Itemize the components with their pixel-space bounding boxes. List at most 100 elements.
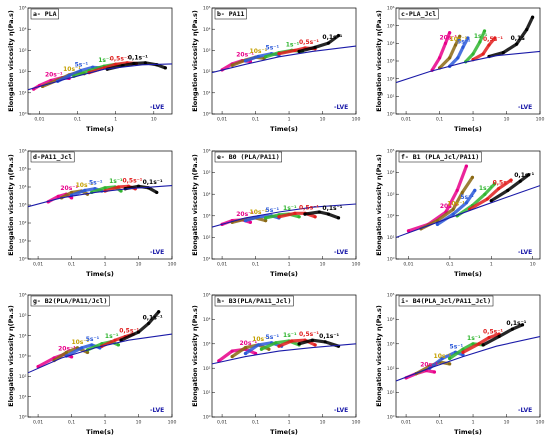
chart-panel-4: 0,01 0,1 1 10 100 10¹ 10² 10³ 10⁴ 10⁵ 10⁶ Elongatio… — [186, 145, 362, 279]
y-tick-label: 10² — [203, 366, 211, 372]
panel-title: f- B1 (PLA_Jcl/PA11) — [401, 153, 479, 161]
y-tick-label: 10⁶ — [19, 149, 27, 155]
y-tick-label: 10⁴ — [19, 27, 27, 33]
lve-line — [28, 63, 172, 91]
x-tick-label: 1 — [472, 420, 475, 426]
panel-title-box — [214, 151, 282, 163]
y-tick-label: 10¹ — [203, 90, 211, 96]
x-tick-label: 100 — [352, 420, 361, 426]
data-point — [69, 355, 74, 359]
x-axis-label: Time(s) — [270, 125, 298, 133]
chart-panel-8: 0,01 0,1 1 10 100 10⁰ 10¹ 10² 10³ 10⁴ 10⁵ Elongatio… — [370, 289, 546, 437]
x-axis-label: Time(s) — [454, 428, 482, 436]
data-point — [443, 41, 448, 45]
rate-label: 0,5s⁻¹ — [122, 177, 142, 184]
chart-panel-5: 0,01 0,1 1 10 10⁰ 10¹ 10² 10³ 10⁴ 10⁵ Elongation v… — [370, 145, 546, 279]
x-tick-label: 100 — [168, 262, 177, 268]
data-point — [323, 340, 327, 344]
data-point — [482, 29, 487, 33]
panel-title: b- PA11 — [217, 10, 244, 18]
rate-label: 20s⁻¹ — [440, 203, 458, 210]
y-axis-label: Elongation viscosity η(Pa.s) — [7, 154, 15, 256]
y-tick-label: 10² — [387, 76, 395, 82]
lve-line — [212, 203, 356, 228]
rate-label: 1s⁻¹ — [105, 333, 119, 340]
data-point — [461, 45, 465, 49]
y-axis-label: Elongation viscosity η(Pa.s) — [7, 305, 15, 407]
panel-title-box — [398, 295, 494, 307]
chart-svg: 0,01 0,1 1 10 100 10⁰ 10¹ 10² 10³ 10⁴ 10⁵ Elongatio… — [191, 6, 360, 133]
y-axis-label: Elongation viscosity η(Pa.s) — [7, 10, 15, 112]
rate-label: 5s⁻¹ — [457, 38, 471, 45]
rate-label: 5s⁻¹ — [89, 180, 103, 187]
data-point — [440, 356, 444, 361]
y-tick-label: 10² — [19, 374, 27, 380]
data-point — [217, 359, 221, 363]
chart-panel-7: 0,01 0,1 1 10 100 10⁰ 10¹ 10² 10³ 10⁴ 10⁵ Elongatio… — [186, 289, 362, 437]
data-point — [448, 56, 452, 60]
x-axis-label: Time(s) — [86, 270, 114, 278]
panel-title: c-PLA_Jcl — [401, 10, 436, 18]
rate-label: 10s⁻¹ — [434, 353, 452, 360]
data-point — [256, 54, 260, 59]
y-tick-label: 10⁵ — [203, 293, 211, 299]
y-tick-label: 10¹ — [19, 394, 27, 400]
y-tick-label: 10² — [387, 213, 395, 219]
series-group — [28, 310, 172, 374]
x-tick-label: 10 — [504, 420, 510, 426]
lve-line — [396, 50, 540, 84]
x-tick-label: 0,01 — [33, 420, 43, 426]
panel-title-box — [30, 151, 75, 163]
y-tick-label: 10⁵ — [387, 293, 395, 299]
data-point — [297, 49, 301, 53]
data-point — [448, 362, 452, 366]
data-point — [336, 33, 341, 38]
x-tick-label: 10 — [530, 262, 536, 268]
x-tick-label: 0,1 — [436, 420, 443, 426]
x-axis-label: Time(s) — [86, 428, 114, 436]
series-line-4 — [471, 36, 497, 62]
rate-label: 5s⁻¹ — [266, 334, 280, 341]
y-tick-label: 10⁵ — [19, 6, 27, 12]
rate-label: 20s⁻¹ — [45, 72, 63, 79]
data-point — [64, 350, 68, 355]
series-group — [396, 164, 540, 238]
x-tick-label: 10 — [320, 420, 326, 426]
data-point — [493, 36, 497, 40]
x-tick-label: 100 — [168, 420, 177, 426]
data-point — [471, 52, 475, 56]
x-tick-label: 0,1 — [436, 117, 443, 123]
x-tick-label: 1 — [288, 117, 291, 123]
data-point — [267, 347, 271, 351]
y-tick-label: 10² — [19, 69, 27, 75]
y-axis-label: Elongation viscosity η(Pa.s) — [375, 305, 383, 407]
data-point — [114, 62, 118, 66]
rate-label: 10s⁻¹ — [71, 339, 89, 346]
lve-line — [28, 333, 172, 374]
data-point — [116, 185, 120, 189]
y-tick-label: 10² — [203, 69, 211, 75]
y-tick-label: 10³ — [387, 192, 395, 198]
series-group — [212, 338, 356, 365]
x-tick-label: 0,01 — [401, 420, 411, 426]
rate-label: 10s⁻¹ — [250, 48, 268, 55]
rate-label: 20s⁻¹ — [60, 185, 78, 192]
chart-svg: 0,01 0,1 1 10 100 10⁰ 10¹ 10² 10³ 10⁴ 10⁵ 10⁶ Elonga… — [7, 149, 177, 278]
rate-label: 1s⁻¹ — [286, 41, 300, 48]
chart-panel-6: 0,01 0,1 1 10 100 10⁰ 10¹ 10² 10³ 10⁴ 10⁵ 10⁶ Elonga… — [2, 289, 178, 437]
data-point — [85, 350, 90, 355]
x-tick-label: 1 — [288, 420, 291, 426]
data-point — [313, 215, 317, 219]
series-line-1 — [438, 34, 462, 70]
rate-label: 0,1s⁻¹ — [322, 34, 342, 41]
chart-panel-1: 0,01 0,1 1 10 100 10⁰ 10¹ 10² 10³ 10⁴ 10⁵ Elongatio… — [186, 2, 362, 134]
series-line-5 — [123, 184, 159, 194]
x-tick-label: 0,1 — [68, 420, 75, 426]
y-tick-label: 10¹ — [19, 90, 27, 96]
data-point — [297, 342, 301, 346]
chart-svg: 0,01 0,1 1 10 100 10⁰ 10¹ 10² 10³ 10⁴ 10⁵ 10⁶ Elonga… — [7, 293, 177, 436]
data-point — [451, 207, 455, 211]
series-line-5 — [119, 310, 161, 342]
y-tick-label: 10⁵ — [203, 170, 211, 176]
plot-frame — [211, 294, 357, 418]
